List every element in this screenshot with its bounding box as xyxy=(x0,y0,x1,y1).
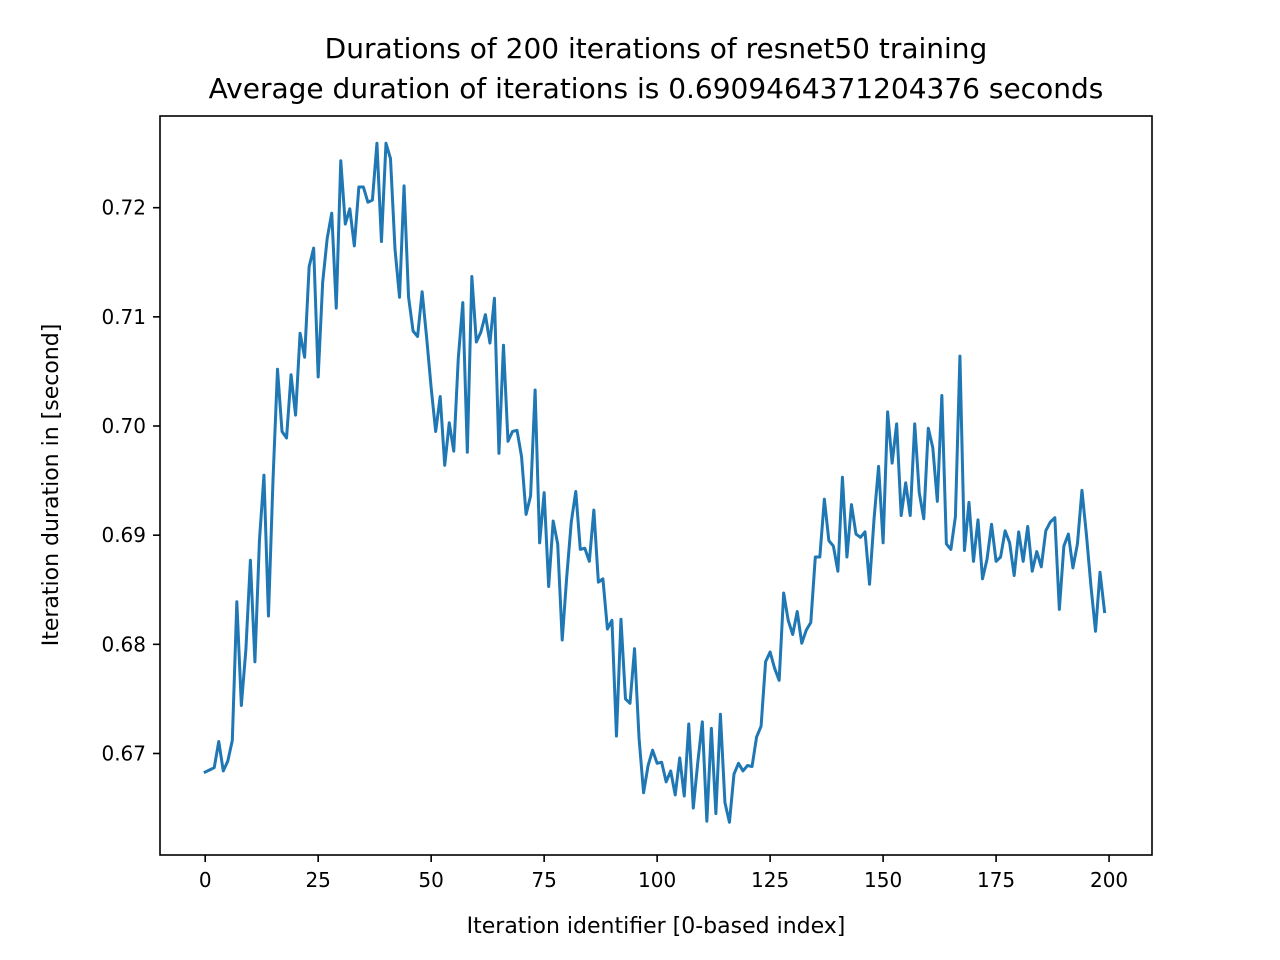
y-axis-label: Iteration duration in [second] xyxy=(39,324,64,647)
x-tick-label: 75 xyxy=(531,868,556,892)
y-tick-label: 0.68 xyxy=(101,632,146,656)
plot-frame xyxy=(159,115,1153,856)
x-tick-label: 125 xyxy=(751,868,789,892)
y-tick-label: 0.67 xyxy=(101,741,146,765)
x-tick-label: 100 xyxy=(638,868,676,892)
y-tick-label: 0.72 xyxy=(101,196,146,220)
series-line-iteration-duration xyxy=(203,141,1107,824)
x-tick-label: 200 xyxy=(1090,868,1128,892)
y-tick-label: 0.71 xyxy=(101,305,146,329)
y-tick-label: 0.70 xyxy=(101,414,146,438)
plot-area xyxy=(160,116,1152,855)
y-axis-ticks: 0.67 0.68 0.69 0.70 0.71 0.72 xyxy=(101,196,160,765)
x-tick-label: 150 xyxy=(864,868,902,892)
x-tick-label: 175 xyxy=(977,868,1015,892)
x-tick-label: 50 xyxy=(418,868,443,892)
x-tick-label: 25 xyxy=(305,868,330,892)
x-axis-ticks: 0 25 50 75 100 125 150 175 200 xyxy=(199,855,1128,892)
y-tick-label: 0.69 xyxy=(101,523,146,547)
chart-title: Durations of 200 iterations of resnet50 … xyxy=(325,32,988,65)
chart-subtitle: Average duration of iterations is 0.6909… xyxy=(209,72,1104,105)
x-tick-label: 0 xyxy=(199,868,212,892)
x-axis-label: Iteration identifier [0-based index] xyxy=(467,914,846,939)
